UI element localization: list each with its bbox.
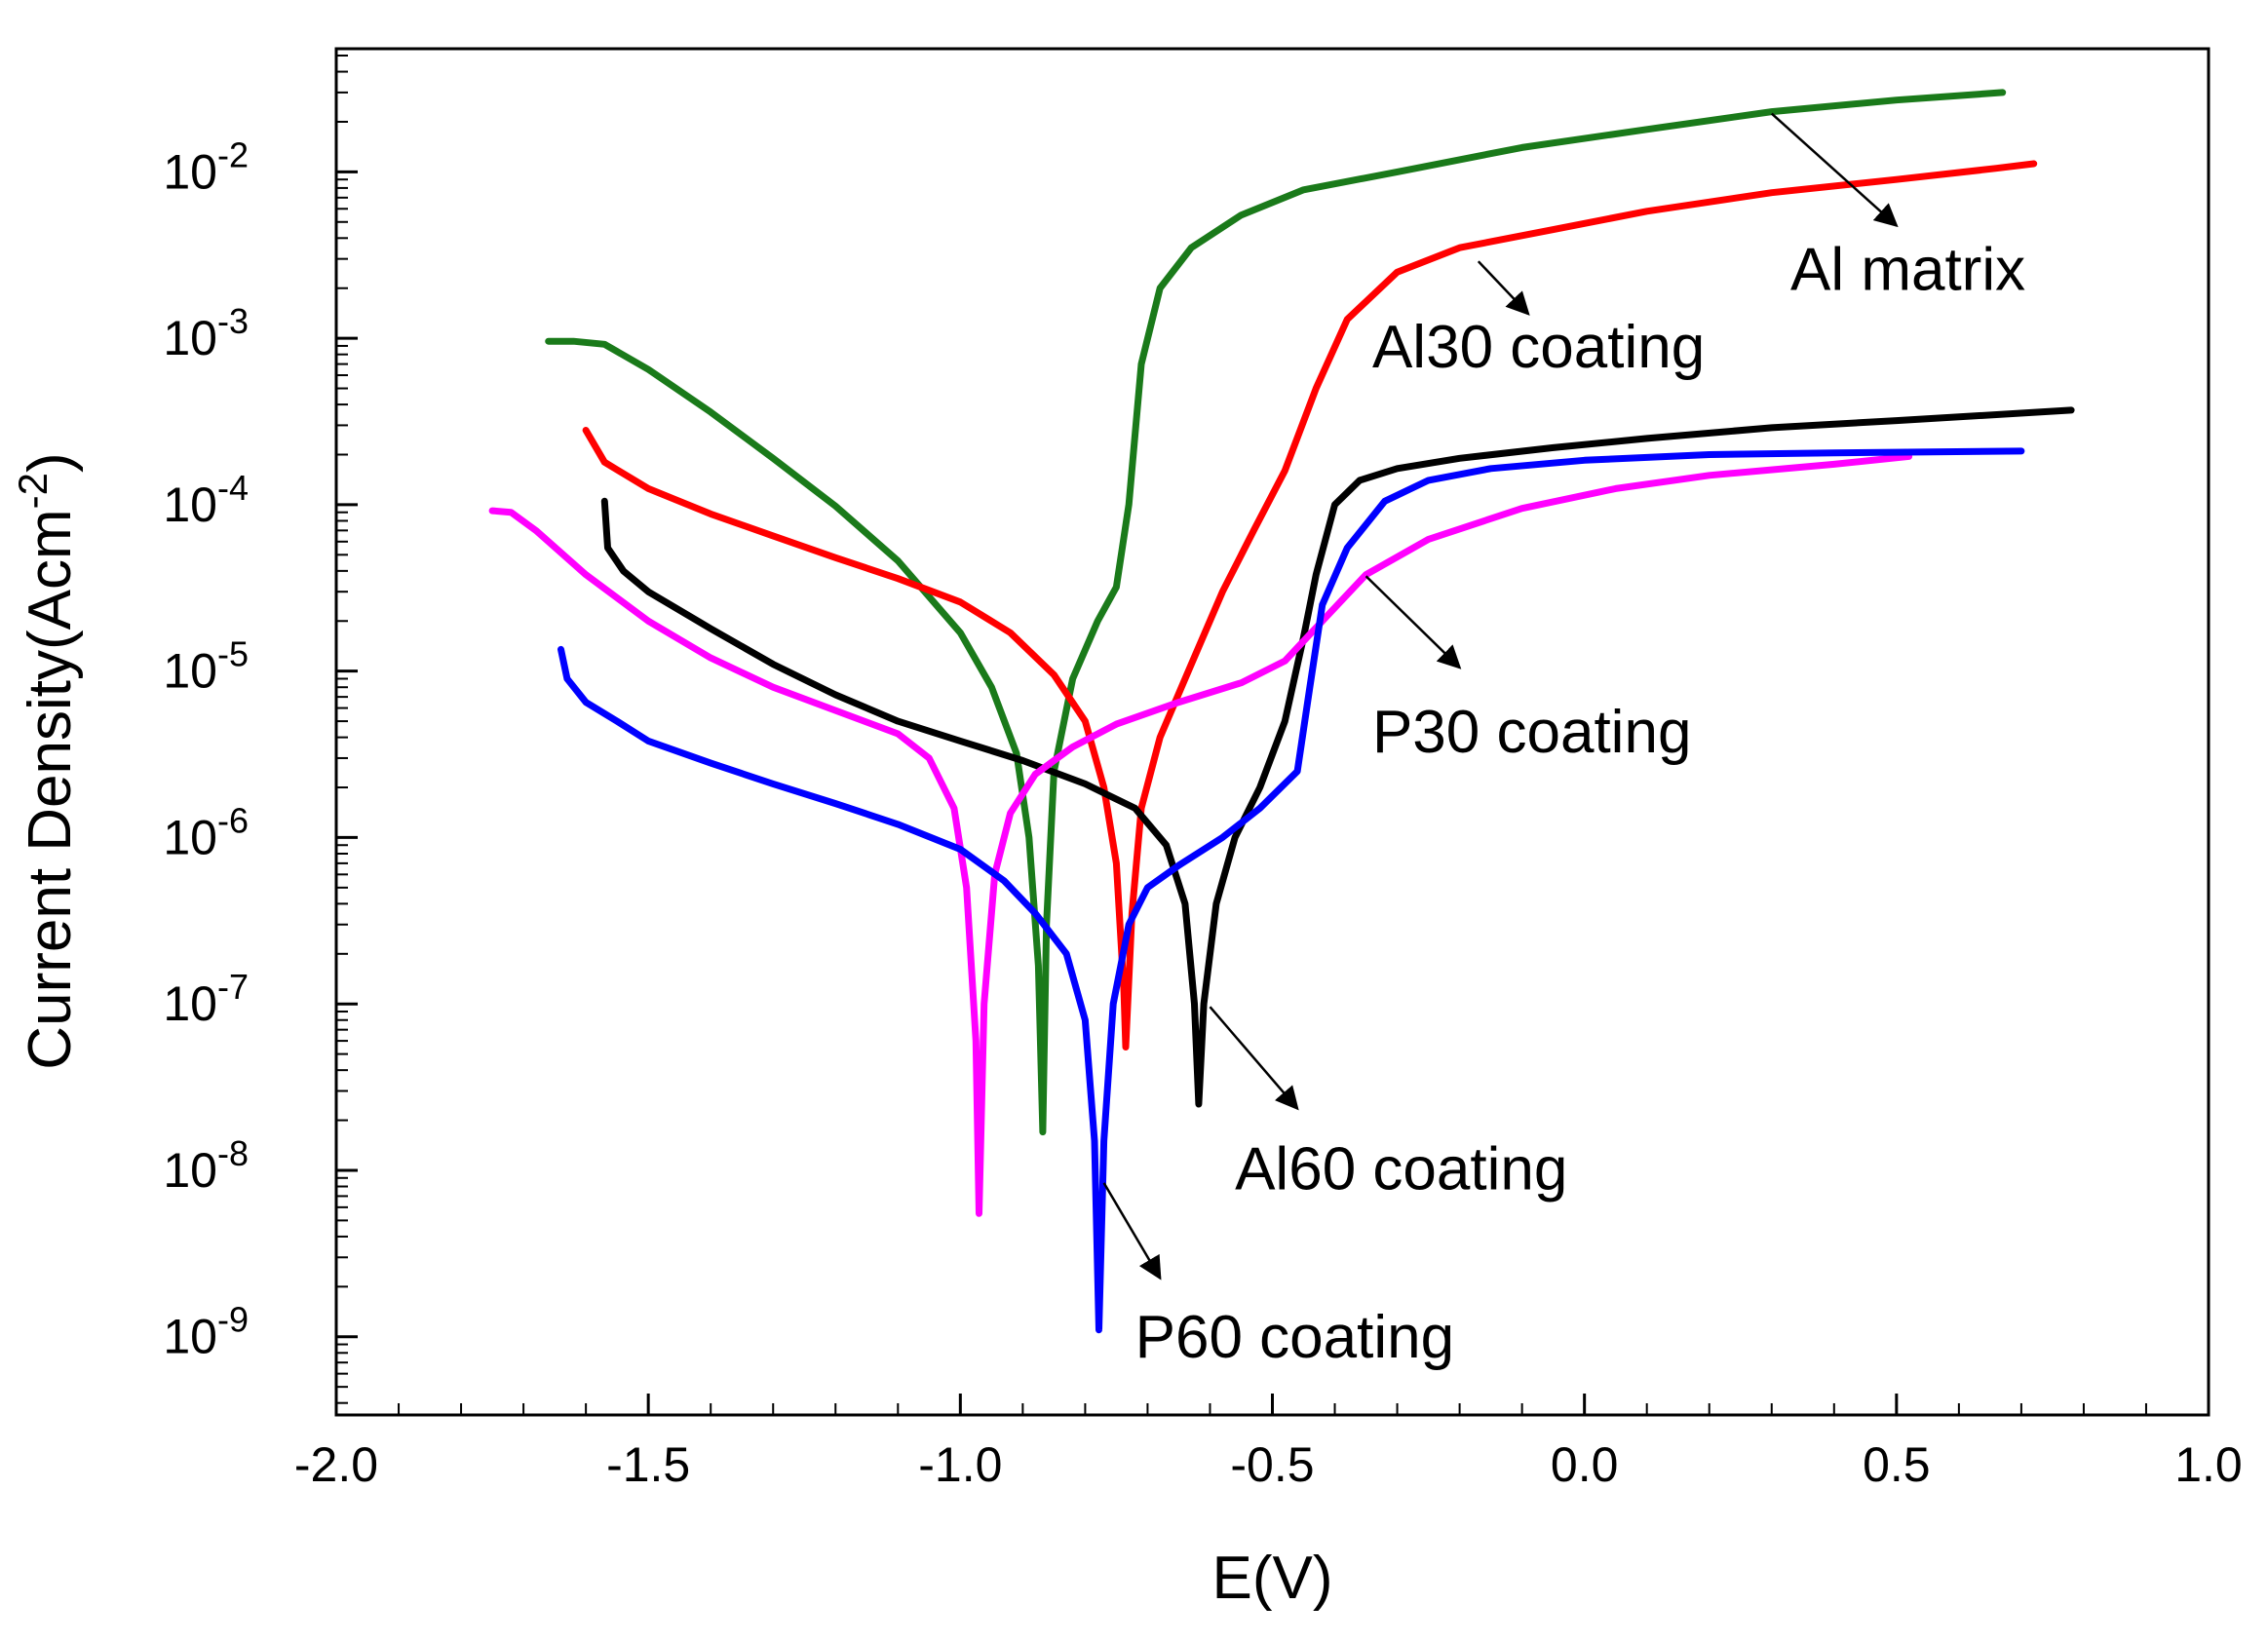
y-tick-base: 10 <box>163 644 217 699</box>
y-tick-base: 10 <box>163 976 217 1031</box>
x-tick-label: -1.5 <box>606 1437 690 1492</box>
x-tick-label: 0.0 <box>1551 1437 1619 1492</box>
y-tick-label: 10-8 <box>163 1133 249 1198</box>
y-tick-exponent: -4 <box>217 468 249 508</box>
annotation-label: P30 coating <box>1372 699 1691 766</box>
y-tick-label: 10-7 <box>163 967 249 1031</box>
y-tick-label: 10-4 <box>163 468 249 532</box>
y-axis-title-sup: -2 <box>10 473 56 509</box>
y-tick-exponent: -9 <box>217 1300 249 1340</box>
annotation-arrow <box>1209 1006 1299 1111</box>
x-tick-label: -1.0 <box>918 1437 1002 1492</box>
series-layer <box>488 89 2075 1334</box>
y-tick-base: 10 <box>163 478 217 532</box>
y-axis-title-close: ) <box>17 452 84 473</box>
annotation-arrow <box>1365 575 1462 669</box>
y-tick-base: 10 <box>163 311 217 365</box>
y-tick-label: 10-9 <box>163 1300 249 1364</box>
y-tick-base: 10 <box>163 144 217 199</box>
y-tick-base: 10 <box>163 1310 217 1364</box>
x-tick-label: -0.5 <box>1230 1437 1314 1492</box>
series-line-al30-coating <box>582 160 2038 1051</box>
annotations-layer: Al matrix Al30 coating P30 coating Al60 coa… <box>1102 112 2025 1371</box>
y-tick-base: 10 <box>163 810 217 864</box>
annotation-label: Al30 coating <box>1372 314 1705 381</box>
y-tick-exponent: -8 <box>217 1133 249 1173</box>
series-line-al-matrix <box>545 89 2007 1136</box>
x-tick-label: 0.5 <box>1863 1437 1931 1492</box>
annotation-label: P60 coating <box>1135 1304 1454 1371</box>
annotation-label: Al60 coating <box>1235 1135 1567 1203</box>
annotation-arrow <box>1770 112 1899 228</box>
y-tick-label: 10-6 <box>163 800 249 864</box>
y-tick-label: 10-3 <box>163 301 249 365</box>
y-tick-base: 10 <box>163 1143 217 1198</box>
y-tick-label: 10-2 <box>163 134 249 199</box>
y-axis-title-main: Current Density(Acm <box>17 509 84 1069</box>
y-tick-exponent: -5 <box>217 634 249 674</box>
y-axis-title: Current Density(Acm-2) <box>10 452 84 1069</box>
y-tick-exponent: -2 <box>217 134 249 174</box>
series-line-al60-coating <box>600 406 2075 1108</box>
x-axis: -2.0 -1.5 -1.0 -0.5 0.0 0.5 1.0 <box>294 1394 2243 1492</box>
annotation-arrow <box>1477 260 1530 316</box>
y-tick-exponent: -7 <box>217 967 249 1007</box>
x-tick-label: 1.0 <box>2174 1437 2243 1492</box>
annotation-arrow <box>1102 1182 1162 1280</box>
x-tick-label: -2.0 <box>294 1437 378 1492</box>
annotation-label: Al matrix <box>1790 237 2025 304</box>
x-axis-title: E(V) <box>1212 1545 1333 1612</box>
y-axis: 10-910-810-710-610-510-410-310-2 <box>163 55 358 1404</box>
series-line-p60-coating <box>557 447 2025 1334</box>
y-tick-exponent: -3 <box>217 301 249 341</box>
y-tick-exponent: -6 <box>217 800 249 840</box>
y-tick-label: 10-5 <box>163 634 249 699</box>
